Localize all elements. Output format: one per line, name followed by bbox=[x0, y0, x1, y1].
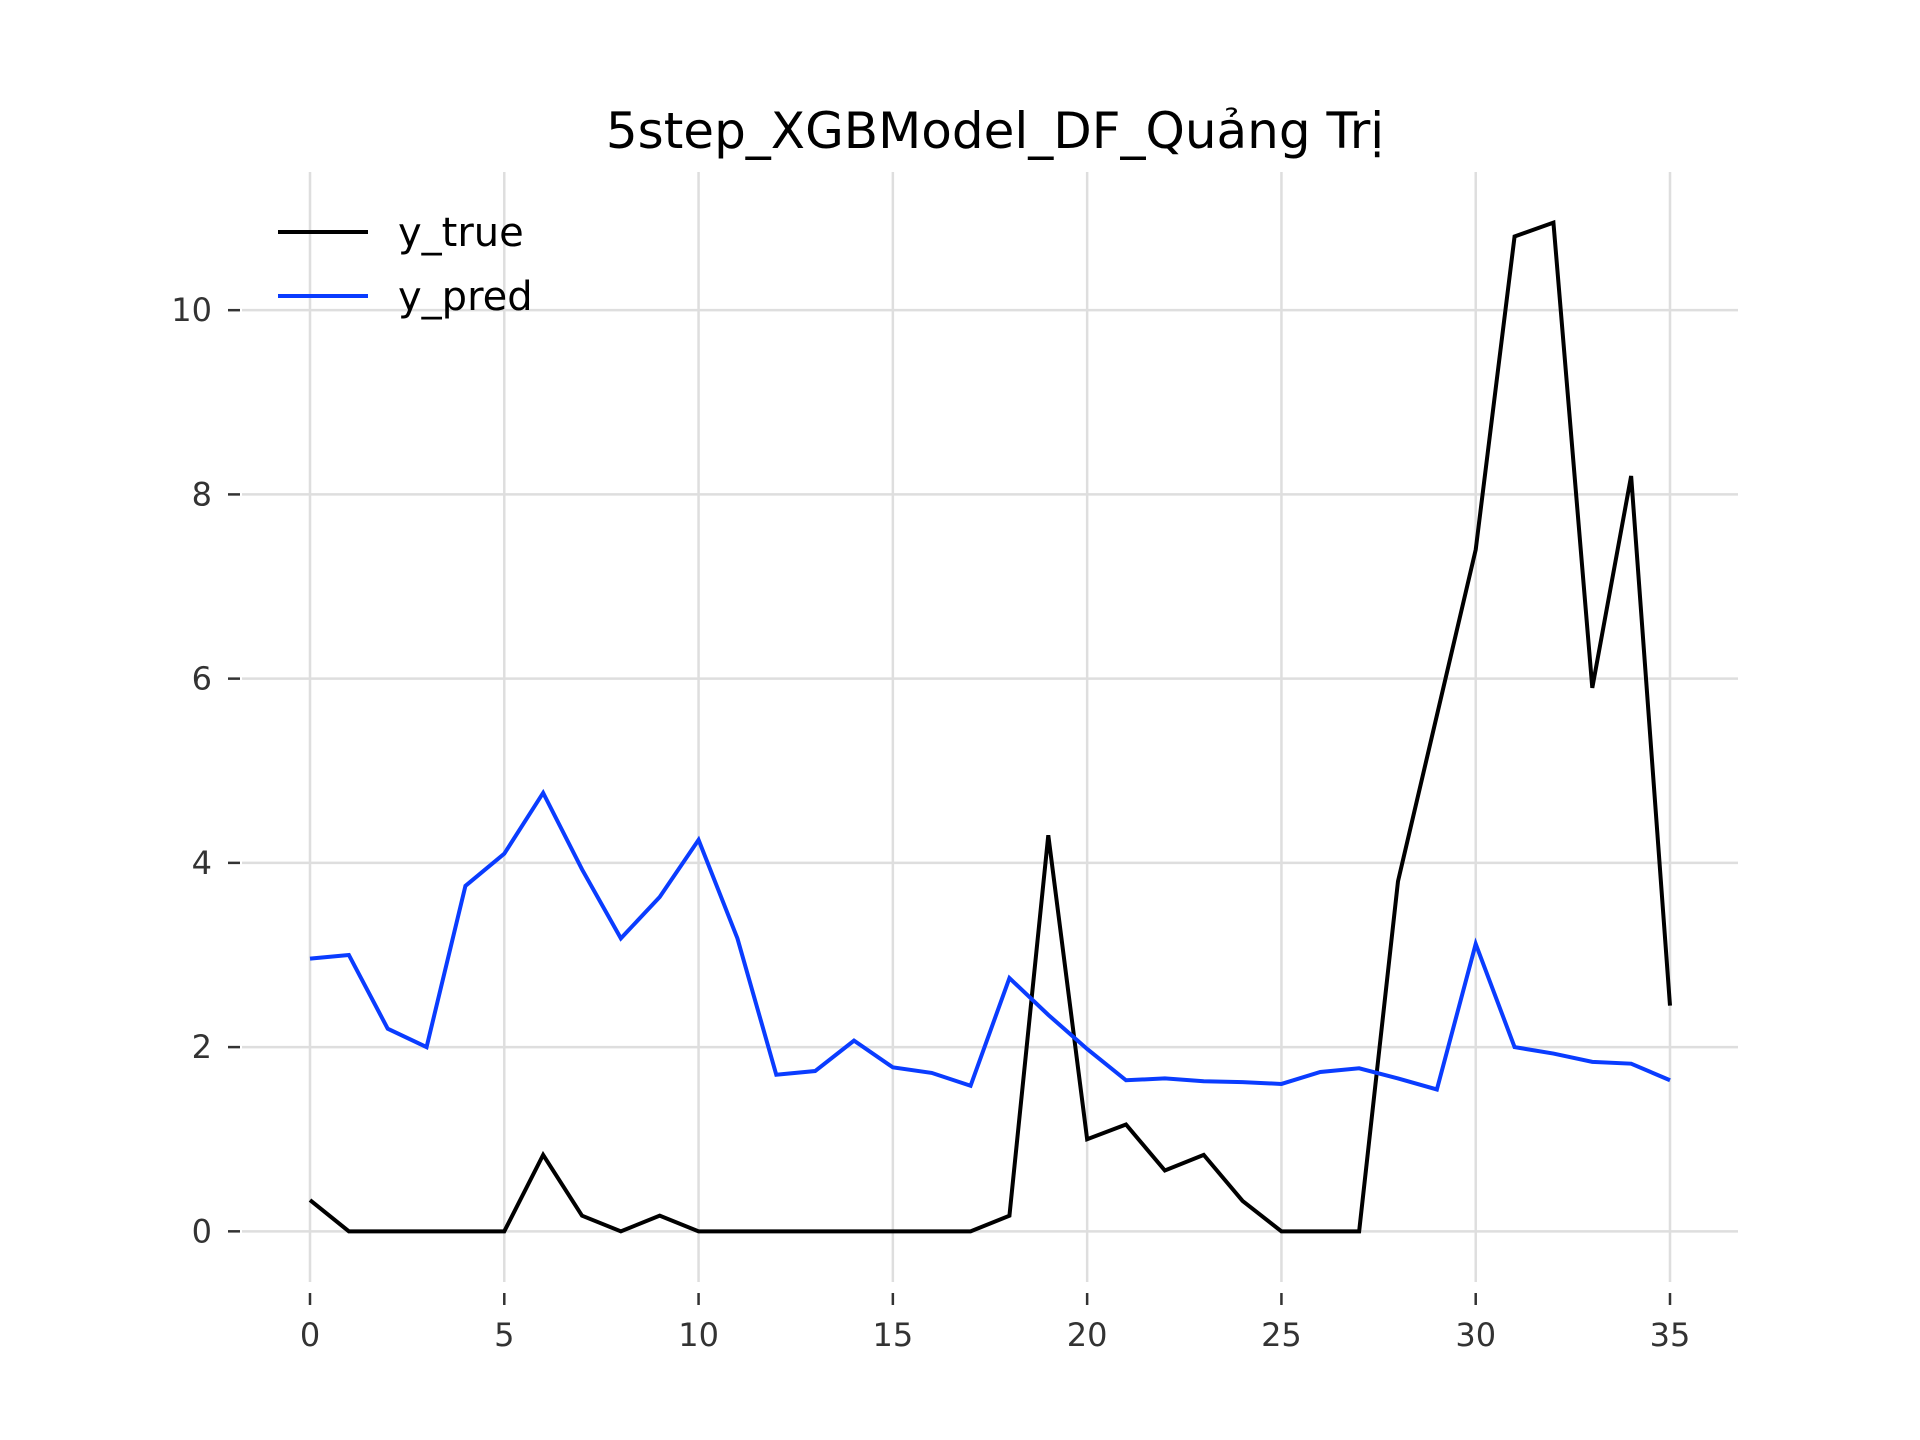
x-tick-label: 10 bbox=[678, 1316, 719, 1354]
y-tick-label: 8 bbox=[192, 475, 212, 513]
series-group bbox=[308, 219, 1672, 1234]
series-line-y-pred bbox=[309, 788, 1671, 1092]
legend: y_true y_pred bbox=[278, 210, 533, 320]
x-axis: 0 5 10 15 20 25 30 35 bbox=[300, 1293, 1691, 1354]
y-tick-label: 0 bbox=[192, 1212, 212, 1250]
x-tick-label: 0 bbox=[300, 1316, 320, 1354]
x-tick-label: 35 bbox=[1650, 1316, 1691, 1354]
legend-label-y-true: y_true bbox=[398, 210, 524, 256]
series-line-y-true bbox=[308, 219, 1672, 1234]
y-tick-label: 4 bbox=[192, 844, 212, 882]
x-grid-lines bbox=[308, 172, 1672, 1282]
x-tick-label: 30 bbox=[1455, 1316, 1496, 1354]
x-tick-label: 5 bbox=[494, 1316, 514, 1354]
x-tick-label: 25 bbox=[1261, 1316, 1302, 1354]
y-axis: 0 2 4 6 8 10 bbox=[171, 291, 240, 1250]
x-tick-label: 20 bbox=[1067, 1316, 1108, 1354]
legend-label-y-pred: y_pred bbox=[398, 274, 533, 320]
y-tick-label: 10 bbox=[171, 291, 212, 329]
y-tick-label: 6 bbox=[192, 660, 212, 698]
y-grid-lines bbox=[242, 308, 1738, 1233]
chart-title: 5step_XGBModel_DF_Quảng Trị bbox=[606, 102, 1384, 160]
x-tick-label: 15 bbox=[872, 1316, 913, 1354]
y-tick-label: 2 bbox=[192, 1028, 212, 1066]
